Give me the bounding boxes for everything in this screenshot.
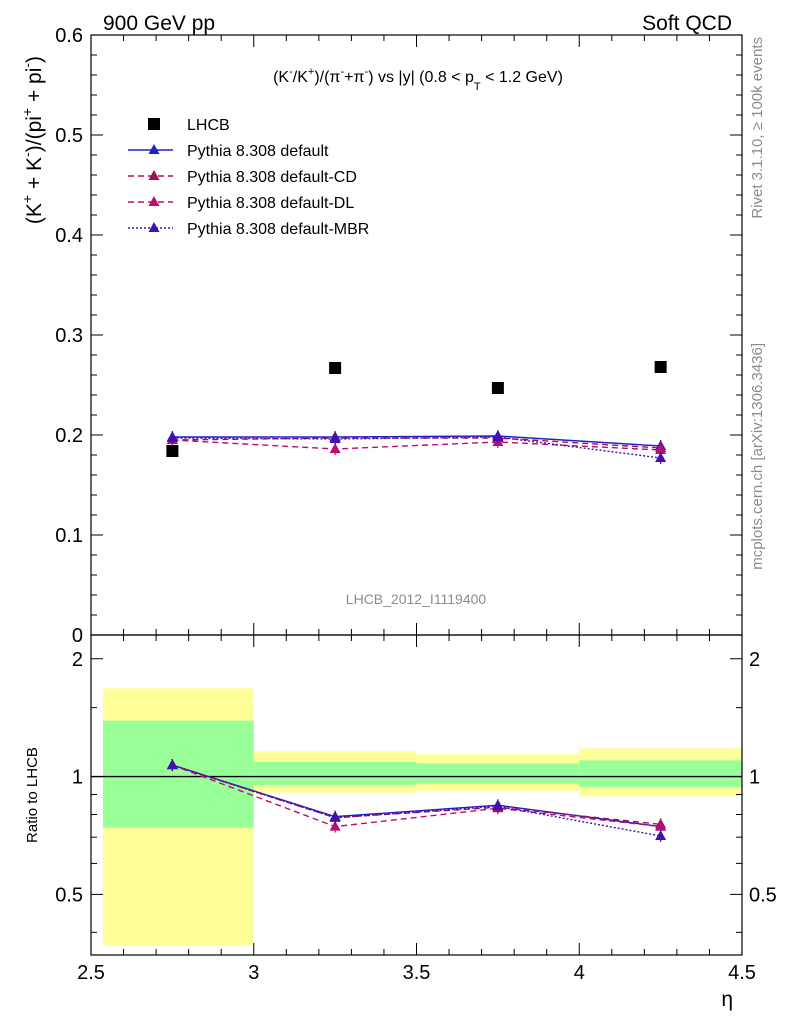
x-axis-label: η	[721, 988, 733, 1011]
title-part: < 1.2 GeV)	[481, 69, 563, 86]
ratio-y-axis-label: Ratio to LHCB	[24, 747, 41, 843]
main-data-marks	[166, 361, 667, 464]
ratio-series-line	[172, 764, 661, 828]
green-uncertainty-band	[416, 763, 580, 784]
legend-entry-label: Pythia 8.308 default-CD	[187, 169, 357, 186]
green-uncertainty-band	[253, 761, 417, 786]
header-right-label: Soft QCD	[642, 12, 732, 35]
lhcb-data-point	[491, 382, 504, 394]
title-part: /K	[293, 69, 308, 86]
ylabel-part: + K	[23, 157, 46, 195]
main-y-tick-label: 0.1	[55, 525, 83, 547]
mc-point-marker	[329, 443, 341, 453]
legend-marker-triangle	[148, 222, 160, 232]
mc-point-marker	[655, 452, 667, 462]
main-y-axis-label-text: (K+ + K-)/(pi+ + pi-)	[19, 56, 46, 224]
ratio-point-marker	[166, 759, 178, 770]
ratio-uncertainty-bands	[91, 688, 742, 946]
ratio-point-marker	[655, 820, 667, 831]
main-y-tick-label: 0.2	[55, 425, 83, 447]
ratio-y-tick-label-right: 2	[749, 649, 760, 671]
main-axes: 0 0.1 0.2 0.3 0.4 0.5 0.6	[55, 25, 743, 647]
legend-marker-triangle	[148, 196, 160, 206]
legend-entry-label: LHCB	[187, 117, 230, 134]
title-part: ) vs |y| (0.8 < p	[368, 69, 474, 86]
main-plot-panel: (K-/K+)/(π-+π-) vs |y| (0.8 < pT < 1.2 G…	[19, 25, 743, 647]
series-line	[172, 435, 661, 447]
title-part: (K	[273, 69, 289, 86]
x-tick-label: 4	[574, 962, 585, 984]
ratio-axes: 0.5 0.5 1 1 2 2 2.5 3 3.5 4 4.5	[55, 634, 777, 984]
plot-title-text: (K-/K+)/(π-+π-) vs |y| (0.8 < pT < 1.2 G…	[273, 66, 563, 93]
ratio-data-marks	[166, 759, 667, 842]
legend-entry-label: Pythia 8.308 default	[187, 143, 329, 160]
x-tick-label: 2.5	[77, 962, 105, 984]
legend-entry-label: Pythia 8.308 default-DL	[187, 195, 354, 212]
title-sup: +	[308, 66, 314, 78]
header-left-label: 900 GeV pp	[103, 12, 215, 35]
ylabel-part: )	[23, 56, 46, 63]
ylabel-part: +	[19, 195, 35, 203]
series-line	[172, 439, 661, 451]
green-uncertainty-band	[103, 720, 254, 828]
rivet-version-text: Rivet 3.1.10, ≥ 100k events	[749, 37, 766, 219]
lhcb-data-point	[654, 361, 667, 373]
ratio-point-marker	[492, 800, 504, 811]
ratio-point-marker	[329, 820, 341, 831]
ylabel-part: (K	[23, 203, 46, 224]
mc-point-marker	[166, 432, 178, 442]
mc-point-marker	[492, 431, 504, 441]
plot-title: (K-/K+)/(π-+π-) vs |y| (0.8 < pT < 1.2 G…	[273, 66, 563, 93]
title-sup: -	[340, 66, 344, 78]
main-y-tick-label: 0	[72, 625, 83, 647]
ratio-series-line	[172, 764, 661, 837]
ratio-y-tick-label-right: 0.5	[749, 884, 777, 906]
ylabel-part: -	[19, 152, 35, 157]
mcplots-reference-text: mcplots.cern.ch [arXiv:1306.3436]	[749, 343, 766, 570]
series-line	[172, 436, 661, 459]
ylabel-part: )/(pi	[23, 116, 46, 152]
mc-point-marker	[655, 444, 667, 454]
ratio-point-marker	[655, 829, 667, 840]
ratio-plot-panel: 0.5 0.5 1 1 2 2 2.5 3 3.5 4 4.5 Ratio to LHCB η	[24, 634, 777, 1011]
legend-marker-square	[148, 118, 160, 130]
main-y-tick-label: 0.4	[55, 225, 83, 247]
ratio-y-tick-label: 1	[72, 767, 83, 789]
legend-entry-label: Pythia 8.308 default-MBR	[187, 221, 369, 238]
x-tick-label: 3	[248, 962, 259, 984]
ratio-y-tick-label: 2	[72, 649, 83, 671]
x-tick-label: 3.5	[403, 962, 431, 984]
ratio-y-tick-label-right: 1	[749, 767, 760, 789]
analysis-watermark: LHCB_2012_I1119400	[346, 591, 487, 607]
main-y-axis-label: (K+ + K-)/(pi+ + pi-)	[19, 56, 46, 224]
legend: LHCB Pythia 8.308 default Pythia 8.308 def…	[128, 117, 369, 238]
ratio-y-tick-label: 0.5	[55, 884, 83, 906]
title-sup: -	[365, 66, 369, 78]
lhcb-data-point	[166, 445, 179, 457]
main-y-tick-label: 0.5	[55, 125, 83, 147]
title-part: +π	[344, 69, 364, 86]
title-part: )/(π	[314, 69, 340, 86]
main-y-tick-label: 0.6	[55, 25, 83, 47]
ylabel-part: +	[19, 108, 35, 116]
green-uncertainty-band	[579, 760, 742, 788]
title-sub: T	[474, 81, 481, 93]
title-sup: -	[289, 66, 293, 78]
lhcb-data-point	[329, 362, 342, 374]
ylabel-part: -	[19, 63, 35, 68]
ratio-point-marker	[329, 811, 341, 822]
legend-marker-triangle	[148, 170, 160, 180]
legend-marker-triangle	[148, 144, 160, 154]
main-y-tick-label: 0.3	[55, 325, 83, 347]
x-tick-label: 4.5	[728, 962, 756, 984]
ylabel-part: + pi	[23, 68, 46, 108]
mc-point-marker	[329, 433, 341, 443]
